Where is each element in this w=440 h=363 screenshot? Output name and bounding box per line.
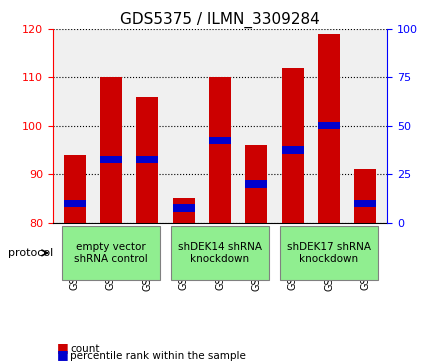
Bar (282, 68, 304, 223)
Bar (64, 155, 85, 223)
Bar (318, 122, 340, 130)
Text: empty vector
shRNA control: empty vector shRNA control (74, 242, 148, 264)
Text: ■: ■ (57, 341, 69, 354)
FancyBboxPatch shape (171, 226, 269, 280)
Bar (246, 145, 267, 223)
FancyBboxPatch shape (280, 226, 378, 280)
Title: GDS5375 / ILMN_3309284: GDS5375 / ILMN_3309284 (120, 12, 320, 28)
Bar (100, 77, 122, 223)
Text: protocol: protocol (8, 248, 54, 258)
FancyBboxPatch shape (62, 226, 160, 280)
Bar (100, 156, 122, 163)
Bar (64, 200, 85, 207)
Bar (209, 77, 231, 223)
Bar (355, 200, 376, 207)
Bar (173, 204, 194, 212)
Text: ■: ■ (57, 348, 69, 361)
Text: percentile rank within the sample: percentile rank within the sample (70, 351, 246, 361)
Bar (246, 180, 267, 188)
Text: shDEK17 shRNA
knockdown: shDEK17 shRNA knockdown (287, 242, 371, 264)
Bar (282, 146, 304, 154)
Bar (355, 170, 376, 223)
Bar (173, 199, 194, 223)
Bar (318, 34, 340, 223)
Bar (136, 97, 158, 223)
Text: count: count (70, 344, 100, 354)
Text: shDEK14 shRNA
knockdown: shDEK14 shRNA knockdown (178, 242, 262, 264)
Bar (136, 156, 158, 163)
Bar (209, 137, 231, 144)
